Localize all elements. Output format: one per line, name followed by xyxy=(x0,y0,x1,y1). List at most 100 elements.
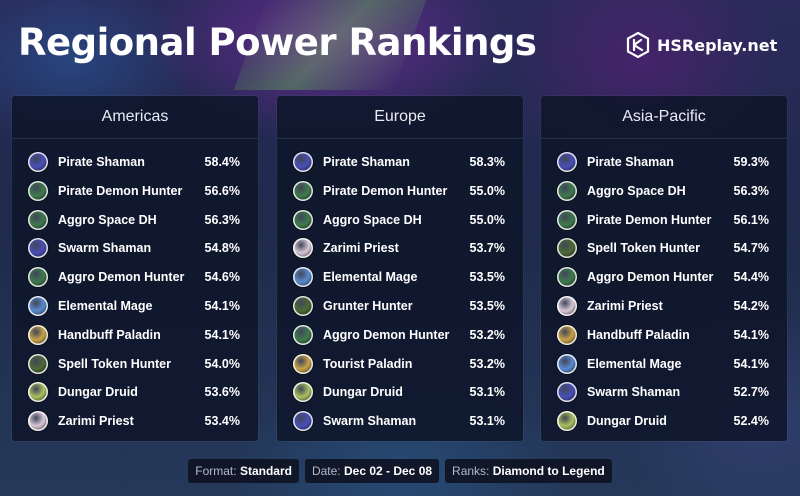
deck-winrate: 54.1% xyxy=(733,356,769,371)
deck-row[interactable]: Pirate Demon Hunter 55.0% xyxy=(293,179,505,203)
deck-row[interactable]: Handbuff Paladin 54.1% xyxy=(557,323,769,347)
deck-winrate: 54.1% xyxy=(733,327,769,342)
deck-row[interactable]: Pirate Demon Hunter 56.6% xyxy=(28,179,240,203)
filter-value: Diamond to Legend xyxy=(492,464,605,478)
deck-name: Dungar Druid xyxy=(323,385,403,400)
class-icon xyxy=(557,296,577,316)
class-icon xyxy=(557,209,577,230)
deck-name: Elemental Mage xyxy=(587,356,682,371)
deck-winrate: 52.4% xyxy=(733,414,769,429)
deck-winrate: 53.2% xyxy=(469,327,505,342)
region-panel-europe: Europe Pirate Shaman 58.3% Pirate Demon Hu… xyxy=(277,96,523,441)
deck-row[interactable]: Aggro Space DH 56.3% xyxy=(557,179,769,203)
class-icon xyxy=(28,180,48,201)
deck-winrate: 56.3% xyxy=(204,212,240,227)
deck-row[interactable]: Zarimi Priest 54.2% xyxy=(557,294,769,318)
class-icon xyxy=(293,353,313,374)
deck-row[interactable]: Aggro Space DH 55.0% xyxy=(293,208,505,232)
deck-winrate: 56.1% xyxy=(733,212,769,227)
class-icon xyxy=(557,180,577,201)
deck-row[interactable]: Aggro Demon Hunter 53.2% xyxy=(293,323,505,347)
deck-row[interactable]: Pirate Shaman 58.4% xyxy=(28,150,240,174)
deck-winrate: 53.1% xyxy=(469,385,505,400)
deck-row[interactable]: Elemental Mage 54.1% xyxy=(557,352,769,376)
deck-winrate: 52.7% xyxy=(733,385,769,400)
deck-row[interactable]: Dungar Druid 53.1% xyxy=(293,380,505,404)
class-icon xyxy=(293,324,313,345)
deck-row[interactable]: Pirate Shaman 59.3% xyxy=(557,150,769,174)
deck-row[interactable]: Handbuff Paladin 54.1% xyxy=(28,323,240,347)
deck-winrate: 55.0% xyxy=(469,183,505,198)
deck-row[interactable]: Tourist Paladin 53.2% xyxy=(293,352,505,376)
class-icon xyxy=(28,324,48,345)
deck-name: Pirate Shaman xyxy=(587,155,674,169)
class-icon xyxy=(557,411,577,432)
ranks-filter[interactable]: Ranks: Diamond to Legend xyxy=(445,459,612,483)
deck-row[interactable]: Aggro Space DH 56.3% xyxy=(28,208,240,232)
deck-winrate: 54.0% xyxy=(204,356,240,371)
class-icon xyxy=(557,353,577,374)
deck-row[interactable]: Pirate Shaman 58.3% xyxy=(293,150,505,174)
region-panel-americas: Americas Pirate Shaman 58.4% Pirate Demon … xyxy=(12,96,258,441)
deck-row[interactable]: Zarimi Priest 53.4% xyxy=(28,409,240,433)
deck-row[interactable]: Elemental Mage 54.1% xyxy=(28,294,240,318)
deck-row[interactable]: Dungar Druid 53.6% xyxy=(28,380,240,404)
deck-row[interactable]: Spell Token Hunter 54.7% xyxy=(557,236,769,260)
class-icon xyxy=(28,209,48,230)
deck-winrate: 54.2% xyxy=(733,299,769,313)
deck-row[interactable]: Zarimi Priest 53.7% xyxy=(293,236,505,260)
deck-row[interactable]: Grunter Hunter 53.5% xyxy=(293,294,505,318)
deck-row[interactable]: Swarm Shaman 53.1% xyxy=(293,409,505,433)
class-icon xyxy=(557,324,577,345)
deck-row[interactable]: Aggro Demon Hunter 54.4% xyxy=(557,265,769,289)
page-title: Regional Power Rankings xyxy=(18,21,537,64)
filter-label: Date: xyxy=(311,464,341,478)
deck-winrate: 58.4% xyxy=(204,155,240,169)
divider xyxy=(12,138,258,139)
deck-winrate: 54.6% xyxy=(204,270,240,285)
deck-name: Pirate Shaman xyxy=(58,155,145,169)
filter-label: Ranks: xyxy=(452,464,490,478)
deck-winrate: 56.3% xyxy=(733,183,769,198)
deck-name: Elemental Mage xyxy=(323,270,418,285)
filter-bar: Format: Standard Date: Dec 02 - Dec 08 R… xyxy=(0,459,800,483)
deck-row[interactable]: Swarm Shaman 54.8% xyxy=(28,236,240,260)
deck-name: Zarimi Priest xyxy=(58,414,134,429)
deck-name: Swarm Shaman xyxy=(587,385,681,400)
deck-winrate: 56.6% xyxy=(204,183,240,198)
deck-winrate: 54.4% xyxy=(733,270,769,285)
deck-name: Swarm Shaman xyxy=(58,241,152,256)
deck-row[interactable]: Elemental Mage 53.5% xyxy=(293,265,505,289)
class-icon xyxy=(28,353,48,374)
class-icon xyxy=(293,411,313,432)
region-title: Americas xyxy=(101,108,169,125)
filter-value: Standard xyxy=(239,464,292,478)
deck-name: Swarm Shaman xyxy=(323,414,417,429)
deck-name: Handbuff Paladin xyxy=(587,327,690,342)
class-icon xyxy=(293,238,313,259)
brand-logo[interactable]: HSReplay.net xyxy=(626,32,777,58)
deck-row[interactable]: Aggro Demon Hunter 54.6% xyxy=(28,265,240,289)
deck-winrate: 53.5% xyxy=(469,270,505,285)
deck-row[interactable]: Spell Token Hunter 54.0% xyxy=(28,352,240,376)
deck-name: Elemental Mage xyxy=(58,299,153,313)
deck-name: Spell Token Hunter xyxy=(58,356,171,371)
deck-row[interactable]: Swarm Shaman 52.7% xyxy=(557,380,769,404)
deck-name: Pirate Shaman xyxy=(323,155,410,169)
class-icon xyxy=(293,382,313,403)
deck-winrate: 54.7% xyxy=(733,241,769,256)
class-icon xyxy=(293,296,313,316)
deck-name: Zarimi Priest xyxy=(587,299,663,313)
brand-name: HSReplay.net xyxy=(657,35,778,55)
deck-winrate: 54.8% xyxy=(204,241,240,256)
deck-row[interactable]: Dungar Druid 52.4% xyxy=(557,409,769,433)
deck-winrate: 53.6% xyxy=(204,385,240,400)
format-filter[interactable]: Format: Standard xyxy=(188,459,299,483)
deck-row[interactable]: Pirate Demon Hunter 56.1% xyxy=(557,208,769,232)
deck-name: Aggro Demon Hunter xyxy=(323,327,450,342)
class-icon xyxy=(28,296,48,316)
region-panel-asia-pacific: Asia-Pacific Pirate Shaman 59.3% Aggro Spa… xyxy=(541,96,787,441)
hsreplay-logo-icon xyxy=(626,32,650,58)
deck-winrate: 58.3% xyxy=(469,155,505,169)
date-filter[interactable]: Date: Dec 02 - Dec 08 xyxy=(304,459,440,483)
